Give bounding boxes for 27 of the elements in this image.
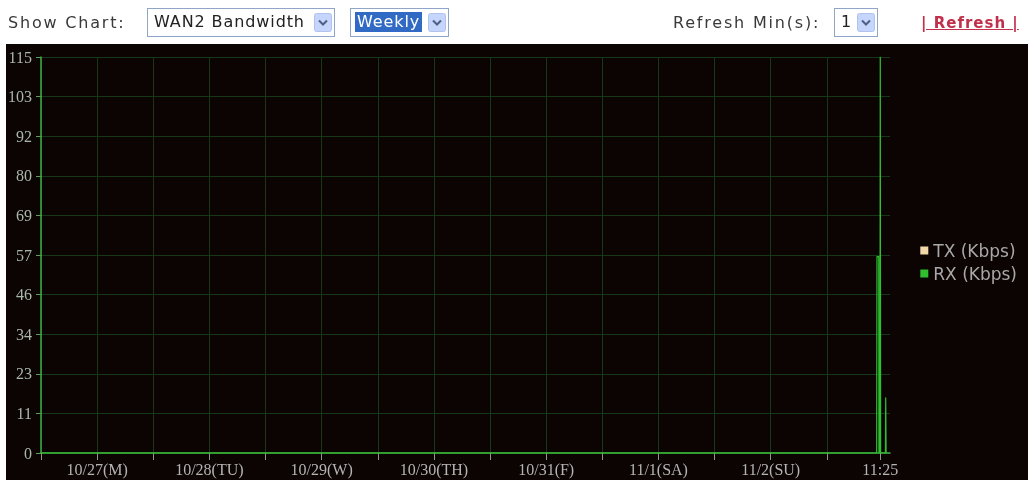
y-tick-label: 92 xyxy=(16,127,32,145)
x-tick-label: 11/1(SA) xyxy=(628,460,688,479)
y-tick-label: 46 xyxy=(16,286,32,304)
dropdown: WAN2 Bandwidth xyxy=(147,8,335,37)
y-tick-label: 115 xyxy=(8,48,32,66)
dropdown: Weekly xyxy=(350,8,449,37)
y-tick-label: 0 xyxy=(24,444,32,462)
x-tick-label: 11/2(SU) xyxy=(741,460,801,479)
dropdown: 1 xyxy=(834,8,878,37)
x-tick-label: 10/31(F) xyxy=(518,460,575,479)
y-tick-label: 80 xyxy=(16,167,32,185)
x-tick-label: 10/29(W) xyxy=(290,460,353,479)
legend-label: RX (Kbps) xyxy=(933,263,1018,284)
text: Show Chart: xyxy=(8,13,126,33)
text: | Refresh | xyxy=(921,13,1019,33)
x-tick-label: 10/27(M) xyxy=(66,460,128,479)
legend-label: TX (Kbps) xyxy=(932,240,1016,261)
text: Refresh Min(s): xyxy=(673,13,821,33)
y-tick-label: 34 xyxy=(16,325,32,343)
y-tick-label: 57 xyxy=(16,246,32,264)
y-tick-label: 69 xyxy=(16,206,32,224)
x-tick-label: 10/30(TH) xyxy=(399,460,469,479)
y-tick-label: 11 xyxy=(16,404,32,422)
x-tick-label: 11:25 xyxy=(862,460,899,478)
y-tick-label: 23 xyxy=(16,365,32,383)
x-tick-label: 10/28(TU) xyxy=(175,460,244,479)
y-tick-label: 103 xyxy=(8,88,32,106)
